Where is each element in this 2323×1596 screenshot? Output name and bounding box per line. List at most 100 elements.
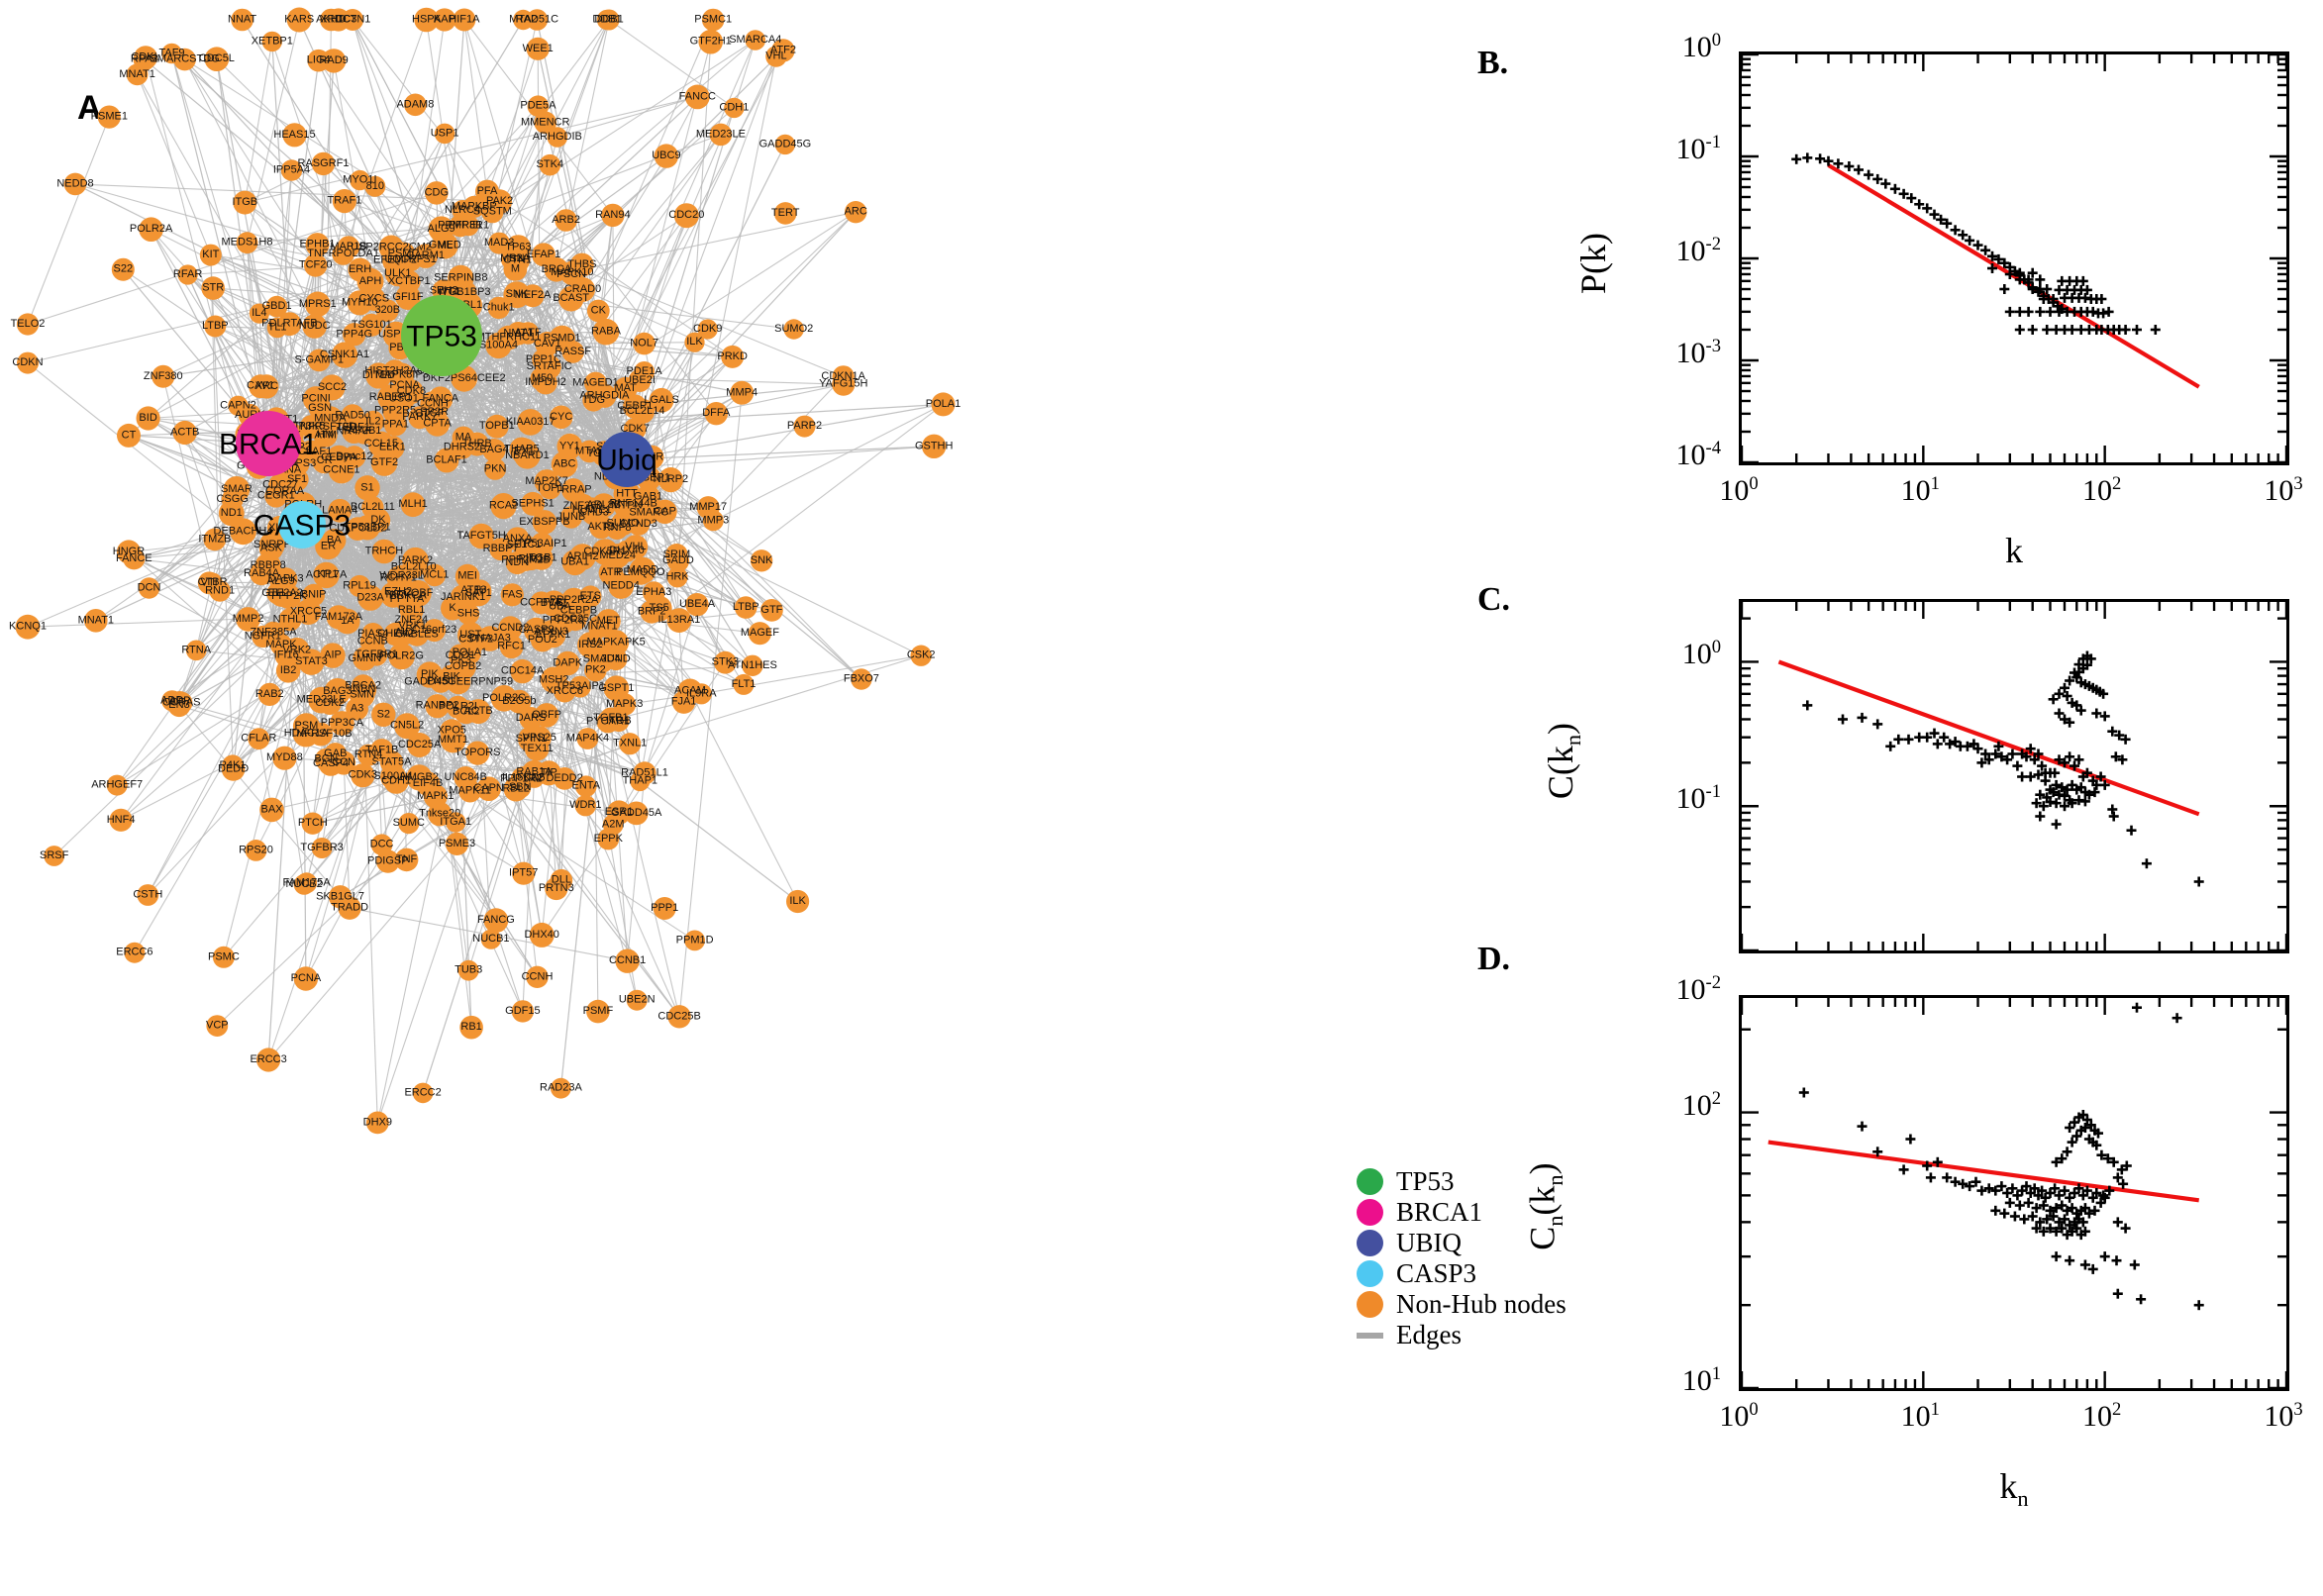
network-node <box>282 123 307 148</box>
network-node-label: MSH2 <box>539 673 569 685</box>
network-node-label: PIK <box>421 668 439 680</box>
network-node-label: ER <box>321 540 336 551</box>
network-node <box>380 763 406 790</box>
network-node <box>313 561 340 589</box>
network-node <box>457 215 479 237</box>
network-node-label: IL9RA <box>686 687 717 699</box>
network-node-label: NEDD8 <box>56 177 93 189</box>
network-node-label: CDK3 <box>349 769 377 781</box>
network-node <box>667 1005 691 1029</box>
network-node <box>318 750 344 776</box>
network-node-label: FANCA <box>422 393 458 405</box>
network-node-label: PPTTA <box>390 593 425 605</box>
network-node-label: SUMC <box>393 817 425 829</box>
network-node-label: NUCB1 <box>472 933 509 945</box>
network-node <box>328 498 353 523</box>
network-node-label: M50 <box>532 372 553 384</box>
network-node-label: COBF <box>403 587 434 599</box>
network-node <box>359 313 383 337</box>
network-node-label: BRP2 <box>638 605 666 617</box>
network-node-label: SMAD4 <box>583 653 621 665</box>
network-node <box>423 619 447 643</box>
network-node <box>475 179 499 204</box>
network-node <box>748 622 772 646</box>
network-node <box>657 467 684 493</box>
network-node <box>152 364 175 388</box>
network-node-label: CSGG <box>216 493 248 505</box>
network-node-label: ELL <box>268 587 288 599</box>
network-node <box>404 93 427 117</box>
network-node <box>109 808 133 832</box>
network-node <box>527 726 552 750</box>
network-node-label: IL15KA2 <box>502 771 544 783</box>
network-node <box>613 693 637 716</box>
network-node-label: MMENCR <box>521 116 570 128</box>
network-node-label: XETBP1 <box>252 35 293 47</box>
network-node-label: TS5 <box>650 602 669 614</box>
network-node-label: CCNH <box>417 397 449 409</box>
network-node-label: MEDS1H8 <box>222 237 273 249</box>
network-node <box>106 774 128 796</box>
network-node-label: VCP <box>206 1020 229 1032</box>
network-node-label: PP2R <box>420 406 449 418</box>
network-node-label: XRC <box>255 380 278 392</box>
network-node-label: CCND2 <box>491 622 529 634</box>
network-node-label: CDC20 <box>668 209 704 221</box>
network-node-label: BCLAF1 <box>426 454 467 466</box>
network-node-label: MNAT1 <box>78 614 114 626</box>
network-node <box>231 8 253 32</box>
network-node <box>394 848 419 872</box>
legend-item-casp3: CASP3 <box>1357 1258 1545 1289</box>
network-node-label: CORAA <box>265 485 305 497</box>
network-node-label: RABA <box>591 326 622 338</box>
network-node <box>922 434 947 458</box>
panel-d-data-area <box>1742 998 2286 1388</box>
network-node-label: CEBPB <box>560 605 597 617</box>
network-node-label: PPM1D <box>676 934 714 946</box>
network-node <box>684 332 705 352</box>
network-node-label: PDE1A <box>627 365 663 377</box>
y-tick-label: 10-1 <box>1675 781 1722 816</box>
network-node <box>586 999 610 1024</box>
network-node-label: TNFRSF10D <box>293 421 356 433</box>
legend-label: TP53 <box>1396 1166 1455 1196</box>
network-node-label: PPP2R5 <box>374 405 416 417</box>
network-node <box>500 583 524 607</box>
network-node-label: M <box>511 262 520 274</box>
network-node-label: Tnkse20 <box>419 808 460 820</box>
x-tick-label: 101 <box>1900 1399 1940 1433</box>
network-node-label: CDC25A <box>398 739 442 750</box>
legend-dot-icon <box>1357 1168 1383 1195</box>
network-node <box>653 499 677 524</box>
network-node-label: CTCF <box>415 408 445 420</box>
network-node-label: NNAT <box>228 14 256 26</box>
network-node-label: ACAM <box>674 685 706 697</box>
network-node <box>445 832 469 856</box>
panel-c-ylabel: C(kn) <box>1540 723 1586 800</box>
network-node-label: GBD1 <box>262 300 292 312</box>
network-node-label: XPO5 <box>438 725 466 737</box>
network-node <box>170 691 193 714</box>
y-tick-label: 101 <box>1681 1363 1721 1397</box>
network-node-label: GTF2A2 <box>261 587 303 599</box>
network-node-label: BCL2L10 <box>391 561 437 573</box>
network-node-label: AKHD <box>316 14 347 26</box>
network-node-label: ZNF360 <box>563 500 603 512</box>
network-node-label: OBFP <box>532 709 561 721</box>
network-node-label: ETS <box>580 590 601 602</box>
network-node-label: FAM175A <box>282 876 331 888</box>
network-node <box>365 362 392 389</box>
network-node-label: GADD45A <box>611 807 662 819</box>
network-node <box>845 201 867 224</box>
network-node-label: ESR1 <box>605 806 634 818</box>
network-node-label: PPP1 <box>651 902 678 914</box>
network-node-label: RBL1 <box>398 604 426 616</box>
network-node-label: RPS20 <box>239 844 273 855</box>
network-node-label: SKB1GL7 <box>316 890 364 902</box>
network-node-label: MEI <box>457 570 477 582</box>
network-node <box>484 457 507 480</box>
network-node-label: IL2 <box>365 415 380 427</box>
network-node-label: RCA2 <box>489 500 518 512</box>
network-node <box>425 181 449 205</box>
network-node-label: MMP3 <box>697 514 729 526</box>
